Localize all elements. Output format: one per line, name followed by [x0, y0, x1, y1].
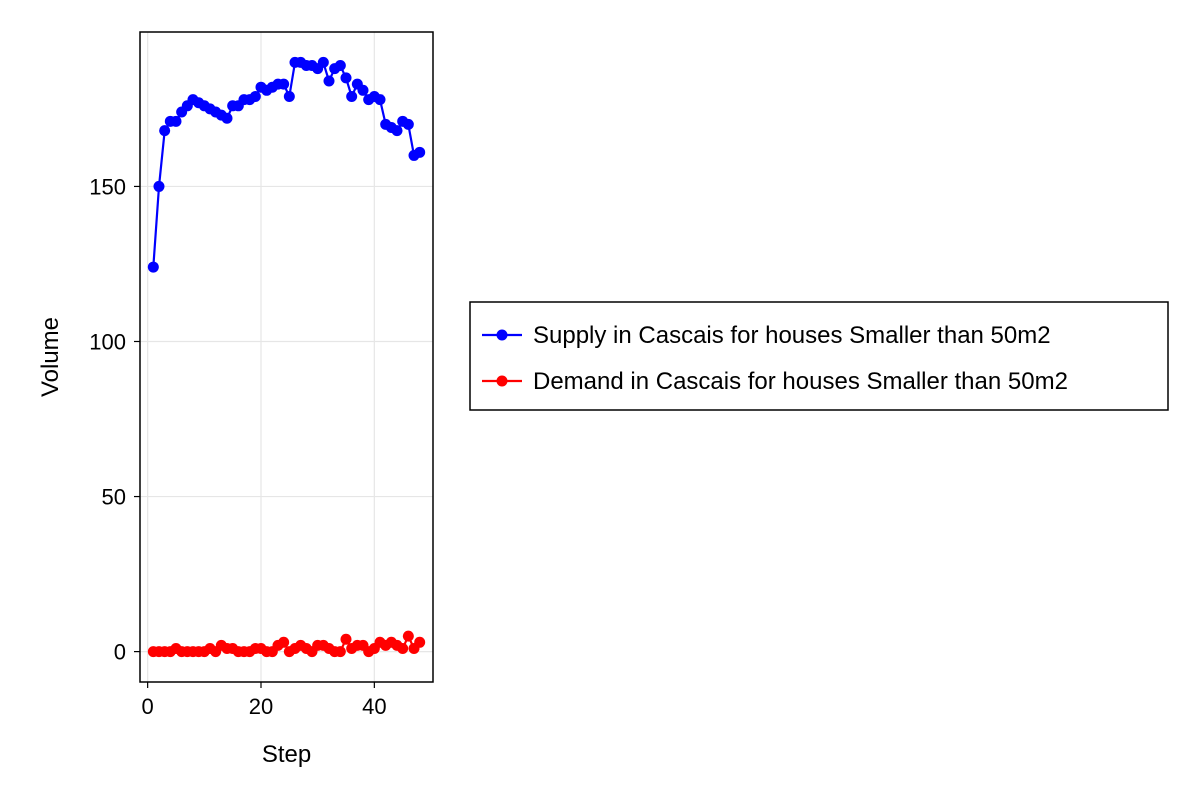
data-point	[278, 78, 290, 90]
data-point	[340, 633, 352, 645]
data-point	[278, 636, 290, 648]
x-axis-label: Step	[262, 741, 311, 768]
y-tick-label: 150	[89, 174, 126, 199]
data-point	[221, 112, 233, 124]
y-tick-label: 100	[89, 329, 126, 354]
data-point	[340, 72, 352, 84]
y-axis-label: Volume	[37, 317, 64, 397]
legend-label-supply: Supply in Cascais for houses Smaller tha…	[533, 322, 1051, 349]
series-layer	[147, 56, 426, 658]
data-point	[414, 636, 426, 648]
data-point	[170, 115, 182, 127]
data-point	[323, 75, 335, 87]
data-point	[391, 125, 403, 137]
legend-marker-supply	[496, 329, 508, 341]
data-point	[317, 56, 329, 68]
data-point	[334, 59, 346, 71]
series-0	[147, 56, 426, 273]
data-point	[159, 125, 171, 137]
legend-box	[469, 301, 1169, 411]
data-point	[283, 91, 295, 103]
data-point	[402, 630, 414, 642]
axis-ticks: 0 20 40 0 50 100 150	[89, 174, 386, 719]
y-tick-label: 0	[114, 640, 126, 665]
data-point	[346, 91, 358, 103]
data-point	[153, 180, 165, 192]
data-point	[374, 94, 386, 106]
data-point	[397, 643, 409, 655]
legend-marker-demand	[496, 375, 508, 387]
series-1	[147, 630, 426, 658]
data-point	[357, 84, 369, 96]
y-tick-label: 50	[102, 485, 126, 510]
x-tick-label: 20	[249, 694, 273, 719]
legend: Supply in Cascais for houses Smaller tha…	[469, 301, 1169, 411]
data-point	[147, 261, 159, 273]
x-tick-label: 40	[362, 694, 386, 719]
data-point	[402, 118, 414, 130]
x-tick-label: 0	[142, 694, 154, 719]
plot-frame	[139, 31, 434, 683]
legend-label-demand: Demand in Cascais for houses Smaller tha…	[533, 368, 1068, 395]
data-point	[334, 646, 346, 658]
data-point	[249, 91, 261, 103]
data-point	[414, 146, 426, 158]
